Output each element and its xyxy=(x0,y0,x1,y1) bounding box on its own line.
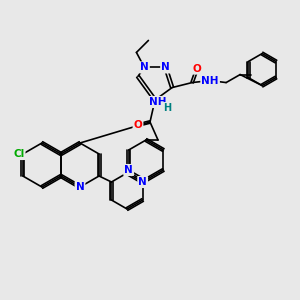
Text: Cl: Cl xyxy=(13,149,25,159)
Text: N: N xyxy=(124,165,133,175)
Text: NH: NH xyxy=(201,76,219,85)
Text: NH: NH xyxy=(149,97,167,107)
Text: N: N xyxy=(76,182,84,192)
Text: O: O xyxy=(193,64,202,74)
Text: H: H xyxy=(163,103,171,113)
Text: N: N xyxy=(140,62,149,72)
Text: N: N xyxy=(138,177,147,187)
Text: N: N xyxy=(161,62,170,72)
Text: O: O xyxy=(134,120,142,130)
